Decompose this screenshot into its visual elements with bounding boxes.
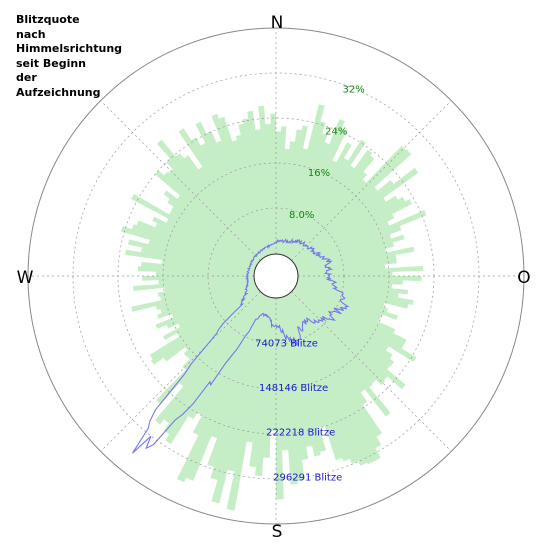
count-tick-label: 148146 Blitze xyxy=(259,383,328,394)
rate-tick-label: 32% xyxy=(342,85,364,96)
rate-tick-label: 24% xyxy=(325,126,347,137)
direction-label-north: N xyxy=(271,13,284,33)
rate-tick-label: 8.0% xyxy=(289,210,314,221)
title-line: seit Beginn xyxy=(16,56,87,70)
count-tick-label: 222218 Blitze xyxy=(266,428,335,439)
count-line-path xyxy=(132,237,350,454)
title-line: nach xyxy=(16,27,46,41)
rate-area-shape xyxy=(120,104,427,511)
rate-tick-label: 16% xyxy=(308,168,330,179)
direction-label-west: W xyxy=(17,268,34,288)
center-hub xyxy=(253,253,299,299)
count-tick-label: 296291 Blitze xyxy=(273,472,342,483)
count-tick-label: 74073 Blitze xyxy=(255,338,318,349)
direction-label-south: S xyxy=(272,522,283,542)
title-line: Himmelsrichtung xyxy=(16,42,123,56)
direction-label-east: O xyxy=(517,268,530,288)
count-tick-labels: 74073 Blitze 148146 Blitze 222218 Blitze 29… xyxy=(255,338,342,483)
chart-title: Blitzquote nach Himmelsrichtung seit Beg… xyxy=(16,13,136,101)
title-line: der xyxy=(16,71,37,85)
title-line: Blitzquote xyxy=(16,13,80,26)
polar-grid xyxy=(27,27,525,525)
title-line: Aufzeichnung xyxy=(16,85,101,99)
rate-tick-labels: 8.0% 16% 24% 32% xyxy=(289,85,365,221)
count-line-series xyxy=(132,237,350,454)
rate-area-series xyxy=(120,104,427,511)
